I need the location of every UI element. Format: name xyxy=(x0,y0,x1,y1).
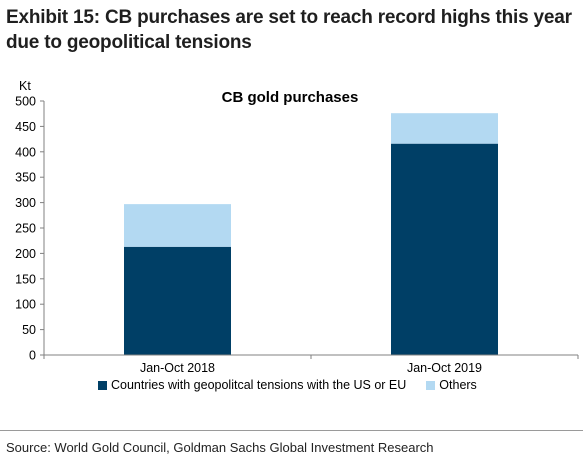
y-tick-label: 350 xyxy=(15,171,36,185)
source-divider xyxy=(0,430,583,431)
bars xyxy=(124,113,498,355)
x-axis: Jan-Oct 2018 Jan-Oct 2019 xyxy=(43,355,579,375)
legend-label-others: Others xyxy=(439,378,477,392)
y-tick-label: 250 xyxy=(15,222,36,236)
y-tick-label: 300 xyxy=(15,196,36,210)
y-tick-label: 400 xyxy=(15,145,36,159)
y-tick-label: 50 xyxy=(22,323,36,337)
bar-segment-others-0 xyxy=(124,204,231,247)
y-tick-label: 100 xyxy=(15,298,36,312)
y-tick-label: 200 xyxy=(15,247,36,261)
chart-title: CB gold purchases xyxy=(222,89,359,106)
y-tick-label: 500 xyxy=(15,95,36,109)
exhibit-title: Exhibit 15: CB purchases are set to reac… xyxy=(6,7,572,53)
x-tick-label: Jan-Oct 2019 xyxy=(407,361,482,375)
bar-segment-geopolitical-0 xyxy=(124,246,231,355)
legend-swatch-dark xyxy=(98,380,107,390)
legend-label-geopolitical: Countries with geopolitcal tensions with… xyxy=(111,378,407,392)
y-axis-unit-label: Kt xyxy=(19,79,31,93)
y-axis: 0 50 100 150 200 250 300 350 400 450 500 xyxy=(15,95,44,363)
bar-segment-others-1 xyxy=(391,113,498,144)
legend-item-geopolitical: Countries with geopolitcal tensions with… xyxy=(98,378,406,392)
legend-swatch-light xyxy=(426,380,436,390)
legend: Countries with geopolitcal tensions with… xyxy=(98,378,497,392)
bar-segment-geopolitical-1 xyxy=(391,143,498,355)
legend-item-others: Others xyxy=(426,378,477,392)
y-tick-label: 0 xyxy=(29,349,36,363)
y-tick-label: 450 xyxy=(15,120,36,134)
x-tick-label: Jan-Oct 2018 xyxy=(140,361,215,375)
chart: CB gold purchases Kt 0 50 100 150 200 250 300 3… xyxy=(15,79,579,375)
source-note: Source: World Gold Council, Goldman Sach… xyxy=(6,440,434,455)
y-tick-label: 150 xyxy=(15,272,36,286)
